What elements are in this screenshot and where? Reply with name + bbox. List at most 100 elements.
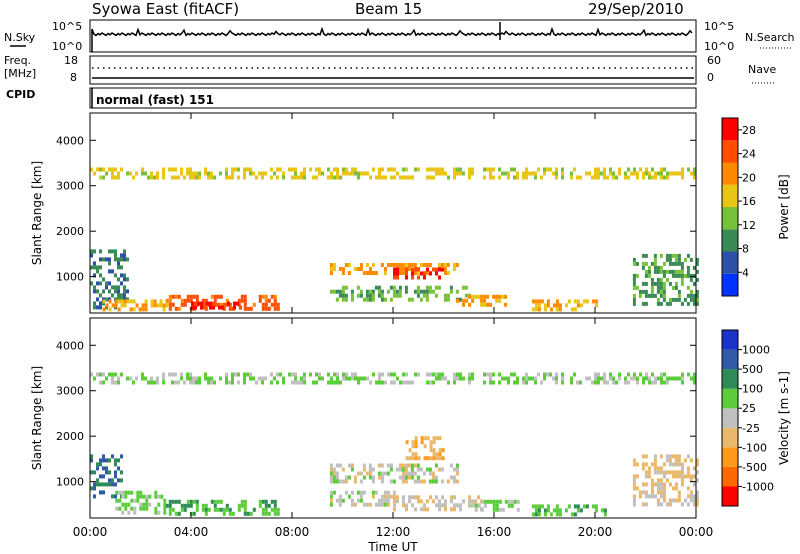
heatmap-cell [438,376,441,381]
heatmap-cell [555,299,559,304]
heatmap-cell [246,167,249,172]
heatmap-cell [368,293,372,298]
heatmap-cell [231,372,234,377]
heatmap-cell [210,175,213,180]
heatmap-cell [591,380,594,385]
heatmap-cell [525,175,528,180]
heatmap-cell [371,490,375,495]
heatmap-cell [150,380,153,385]
heatmap-cell [429,175,432,180]
heatmap-cell [423,436,427,441]
heatmap-cell [371,289,375,294]
heatmap-cell [692,297,696,302]
heatmap-cell [455,463,459,468]
heatmap-cell [99,474,102,479]
heatmap-cell [270,167,273,172]
nsearch-label: N.Search [745,31,795,44]
heatmap-cell [641,462,645,467]
heatmap-cell [680,273,684,278]
heatmap-cell [216,294,220,299]
heatmap-cell [534,171,537,176]
heatmap-cell [624,171,627,176]
date-title: 29/Sep/2010 [588,0,684,18]
heatmap-cell [339,380,342,385]
heatmap-cell [516,175,519,180]
heatmap-cell [225,380,228,385]
heatmap-cell [243,175,246,180]
heatmap-cell [156,303,160,308]
heatmap-cell [659,253,663,258]
heatmap-cell [124,502,128,507]
heatmap-cell [162,175,165,180]
heatmap-cell [130,490,134,495]
heatmap-cell [258,503,262,508]
heatmap-cell [171,380,174,385]
heatmap-cell [656,490,660,495]
heatmap-cell [659,486,663,491]
heatmap-cell [273,302,277,307]
x-axis-ticks: 00:00 04:00 08:00 12:00 16:00 20:00 00:00 [73,113,713,539]
heatmap-cell [411,440,415,445]
heatmap-cell [441,372,444,377]
heatmap-cell [417,275,420,280]
heatmap-cell [434,293,438,298]
heatmap-cell [333,175,336,180]
heatmap-cell [438,456,442,461]
heatmap-cell [219,499,223,504]
heatmap-cell [183,380,186,385]
heatmap-cell [329,502,333,507]
heatmap-cell [446,293,450,298]
heatmap-cell [425,297,429,302]
colorbar-segment [722,184,738,208]
heatmap-cell [332,467,336,472]
heatmap-cell [389,467,393,472]
heatmap-cell [341,267,345,271]
heatmap-cell [659,265,663,270]
heatmap-cell [408,456,412,461]
heatmap-cell [387,167,390,172]
heatmap-cell [546,372,549,377]
heatmap-cell [335,463,339,468]
heatmap-cell [267,298,271,303]
heatmap-cell [233,305,236,310]
heatmap-cell [665,454,669,459]
heatmap-cell [303,175,306,180]
heatmap-cell [659,494,663,499]
heatmap-cell [318,171,321,176]
heatmap-cell [163,502,167,507]
heatmap-cell [243,171,246,176]
heatmap-cell [365,471,369,476]
heatmap-cell [641,482,645,487]
heatmap-cell [636,376,639,381]
heatmap-cell [483,380,486,385]
heatmap-cell [501,507,505,512]
heatmap-cell [338,293,342,298]
heatmap-cell [441,448,445,453]
heatmap-cell [410,297,414,302]
heatmap-cell [429,271,432,276]
heatmap-cell [420,436,424,441]
heatmap-cell [123,299,127,304]
heatmap-cell [138,307,142,312]
heatmap-cell [570,171,573,176]
heatmap-cell [480,499,484,504]
heatmap-cell [431,475,435,480]
heatmap-cell [680,502,684,507]
heatmap-cell [489,171,492,176]
heatmap-cell [204,171,207,176]
heatmap-cell [426,436,430,441]
heatmap-cell [351,376,354,381]
heatmap-cell [573,504,577,509]
heatmap-cell [243,298,247,303]
heatmap-cell [431,471,435,476]
heatmap-cell [695,498,699,503]
heatmap-cell [174,511,178,516]
heatmap-cell [630,376,633,381]
heatmap-cell [645,167,648,172]
heatmap-cell [174,175,177,180]
heatmap-cell [114,257,117,262]
heatmap-cell [347,494,351,499]
heatmap-cell [432,372,435,377]
